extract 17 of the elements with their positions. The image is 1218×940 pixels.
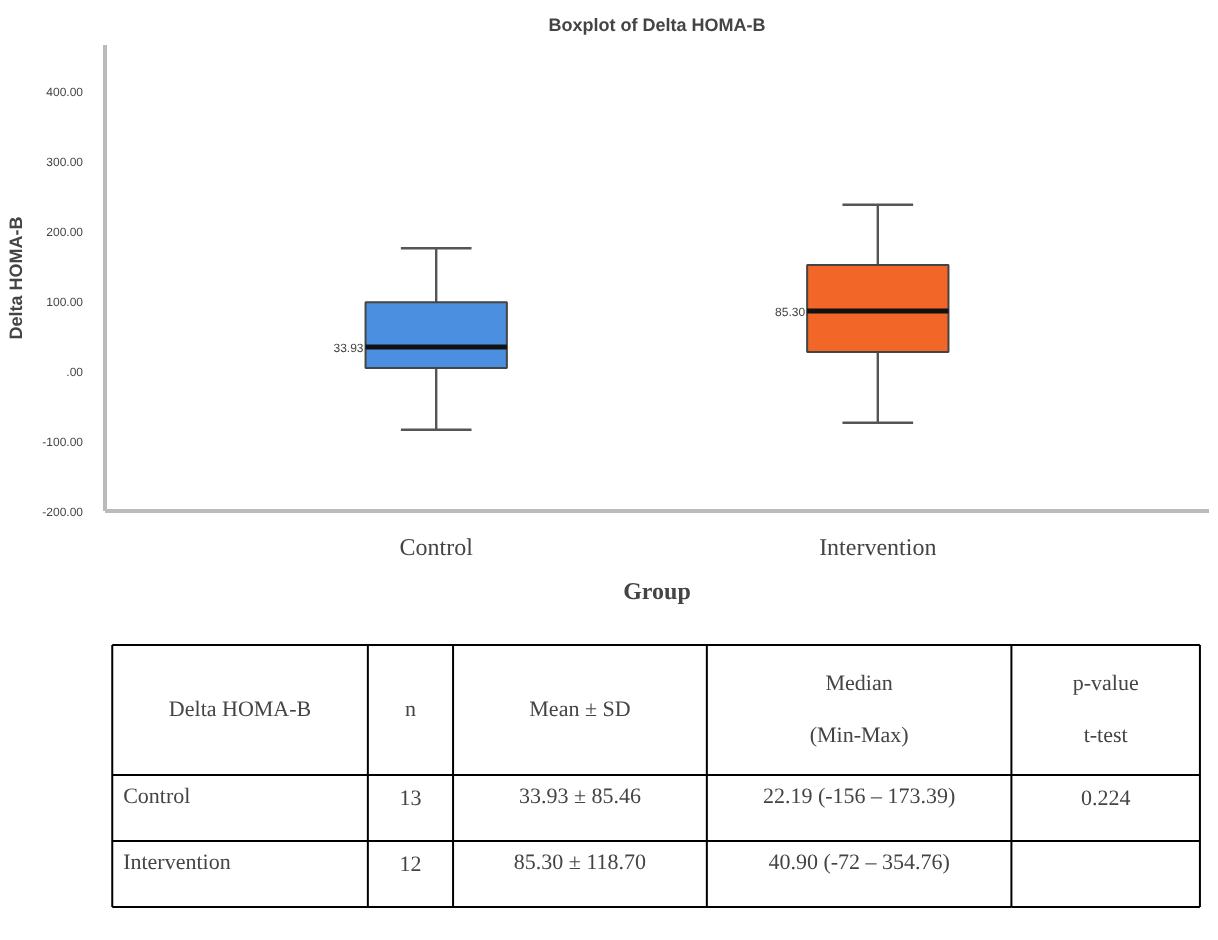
chart-title: Boxplot of Delta HOMA-B xyxy=(548,15,767,35)
text: 0.224 xyxy=(1080,787,1132,811)
text: 40.90 (-72 – 354.76) xyxy=(768,851,951,875)
text: Control xyxy=(123,785,191,809)
x-axis-title: Group xyxy=(623,577,692,605)
text: 12 xyxy=(399,853,422,877)
text: Delta HOMA-B xyxy=(168,698,312,722)
text: Median (Min-Max) xyxy=(809,672,909,748)
text: n xyxy=(404,698,417,722)
text: 85.30 ± 118.70 xyxy=(513,851,648,875)
text: 13 xyxy=(399,787,423,811)
text: Intervention xyxy=(123,851,232,875)
text: 33.93 ± 85.46 xyxy=(518,785,642,809)
text: 22.19 (-156 – 173.39) xyxy=(762,785,957,809)
y-axis-title: Delta HOMA-B xyxy=(6,215,27,340)
text: p-value t-test xyxy=(1072,672,1139,748)
text: Mean ± SD xyxy=(529,698,631,722)
